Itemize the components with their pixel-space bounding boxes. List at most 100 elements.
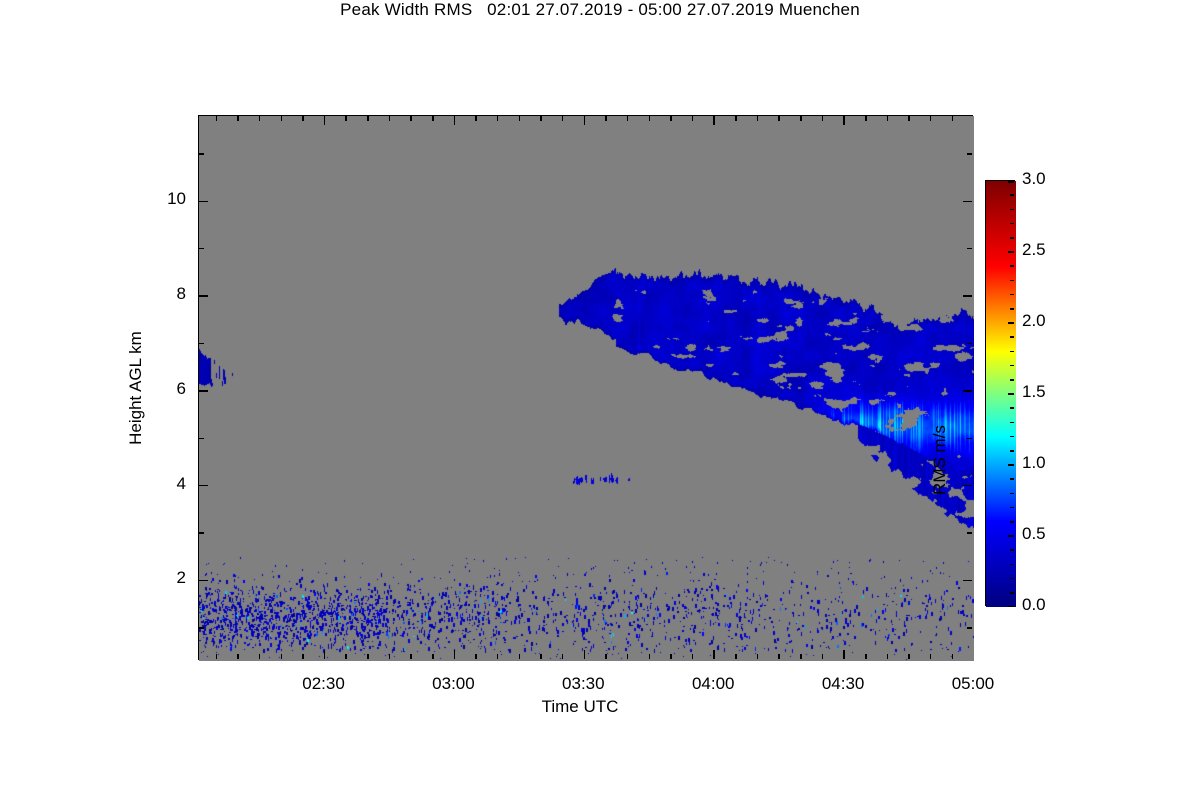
y-major-tick: [199, 579, 208, 582]
y-tick-label: 6: [176, 378, 186, 398]
x-minor-tick: [432, 654, 434, 659]
x-minor-tick: [648, 116, 651, 121]
x-major-tick: [323, 650, 326, 659]
x-tick-label: 03:00: [432, 674, 475, 693]
x-minor-tick: [908, 116, 910, 121]
y-major-tick: [963, 200, 972, 203]
x-tick-label: 04:30: [821, 674, 865, 693]
y-major-tick: [963, 579, 972, 582]
colorbar-tick: [1010, 563, 1014, 566]
x-major-tick: [453, 650, 456, 659]
colorbar-tick: [1010, 521, 1014, 523]
colorbar-tick: [1008, 322, 1014, 324]
colorbar-tick-label: 1.5: [1022, 382, 1046, 401]
x-minor-tick: [496, 654, 499, 659]
x-minor-tick: [410, 654, 412, 659]
chart-title: Peak Width RMS 02:01 27.07.2019 - 05:00 …: [340, 0, 860, 19]
colorbar: [985, 180, 1016, 607]
colorbar-tick: [1008, 464, 1014, 466]
colorbar-tick: [1010, 435, 1014, 438]
colorbar-tick: [1010, 279, 1014, 282]
x-minor-tick: [410, 116, 412, 121]
x-minor-tick: [215, 654, 218, 659]
colorbar-tick: [1008, 251, 1014, 253]
x-minor-tick: [908, 654, 910, 659]
x-minor-tick: [561, 654, 564, 659]
x-major-tick: [843, 650, 845, 659]
x-minor-tick: [561, 116, 564, 121]
colorbar-tick: [1010, 293, 1014, 296]
x-tick-label: 02:30: [302, 674, 345, 693]
x-minor-tick: [475, 654, 477, 659]
colorbar-tick: [1010, 237, 1014, 239]
x-minor-tick: [388, 116, 391, 121]
y-minor-tick: [967, 153, 972, 155]
x-minor-tick: [865, 116, 867, 121]
y-major-tick: [963, 295, 972, 297]
y-minor-tick: [199, 247, 204, 250]
colorbar-tick-label: 0.0: [1022, 595, 1046, 614]
colorbar-tick: [1010, 549, 1014, 551]
x-minor-tick: [518, 654, 521, 659]
x-minor-tick: [280, 116, 282, 121]
x-minor-tick: [388, 654, 391, 659]
colorbar-tick: [1008, 181, 1014, 183]
x-minor-tick: [237, 654, 239, 659]
colorbar-tick: [1008, 393, 1014, 395]
colorbar-tick: [1010, 265, 1014, 267]
x-minor-tick: [756, 654, 759, 659]
x-minor-tick: [756, 116, 759, 121]
x-minor-tick: [821, 654, 824, 659]
x-minor-tick: [302, 654, 304, 659]
colorbar-tick-label: 1.0: [1022, 453, 1046, 472]
colorbar-tick: [1010, 208, 1014, 211]
x-minor-tick: [432, 116, 434, 121]
x-minor-tick: [345, 654, 347, 659]
colorbar-tick: [1010, 379, 1014, 381]
y-axis-title: Height AGL km: [126, 331, 145, 445]
x-minor-tick: [302, 116, 304, 121]
y-major-tick: [199, 200, 208, 203]
y-minor-tick: [199, 532, 204, 534]
x-minor-tick: [886, 116, 889, 121]
x-minor-tick: [518, 116, 521, 121]
x-minor-tick: [648, 654, 651, 659]
x-minor-tick: [237, 116, 239, 121]
x-major-tick: [583, 116, 586, 125]
plot-area: [198, 115, 974, 661]
x-minor-tick: [691, 654, 694, 659]
x-major-tick: [583, 650, 586, 659]
y-minor-tick: [199, 153, 204, 155]
x-minor-tick: [605, 654, 607, 659]
x-minor-tick: [605, 116, 607, 121]
x-axis-title: Time UTC: [541, 697, 619, 716]
x-major-tick: [323, 116, 326, 125]
x-minor-tick: [475, 116, 477, 121]
x-minor-tick: [821, 116, 824, 121]
colorbar-tick-label: 2.5: [1022, 240, 1046, 259]
colorbar-tick: [1010, 194, 1014, 196]
x-minor-tick: [691, 116, 694, 121]
x-minor-tick: [540, 654, 542, 659]
colorbar-tick: [1010, 336, 1014, 338]
y-major-tick: [963, 484, 972, 487]
y-major-tick: [199, 390, 208, 392]
colorbar-tick-label: 3.0: [1022, 169, 1046, 188]
x-minor-tick: [345, 116, 347, 121]
y-minor-tick: [967, 437, 972, 439]
x-major-tick: [453, 116, 456, 125]
x-minor-tick: [800, 116, 802, 121]
x-minor-tick: [951, 654, 954, 659]
colorbar-tick: [1008, 605, 1014, 607]
x-minor-tick: [258, 654, 261, 659]
x-minor-tick: [735, 654, 737, 659]
colorbar-tick: [1010, 506, 1014, 509]
colorbar-tick-label: 0.5: [1022, 524, 1046, 543]
x-minor-tick: [886, 654, 889, 659]
y-major-tick: [199, 295, 208, 297]
x-tick-label: 05:00: [951, 674, 995, 693]
y-tick-label: 2: [176, 568, 186, 588]
colorbar-tick: [1010, 577, 1014, 580]
x-minor-tick: [800, 654, 802, 659]
